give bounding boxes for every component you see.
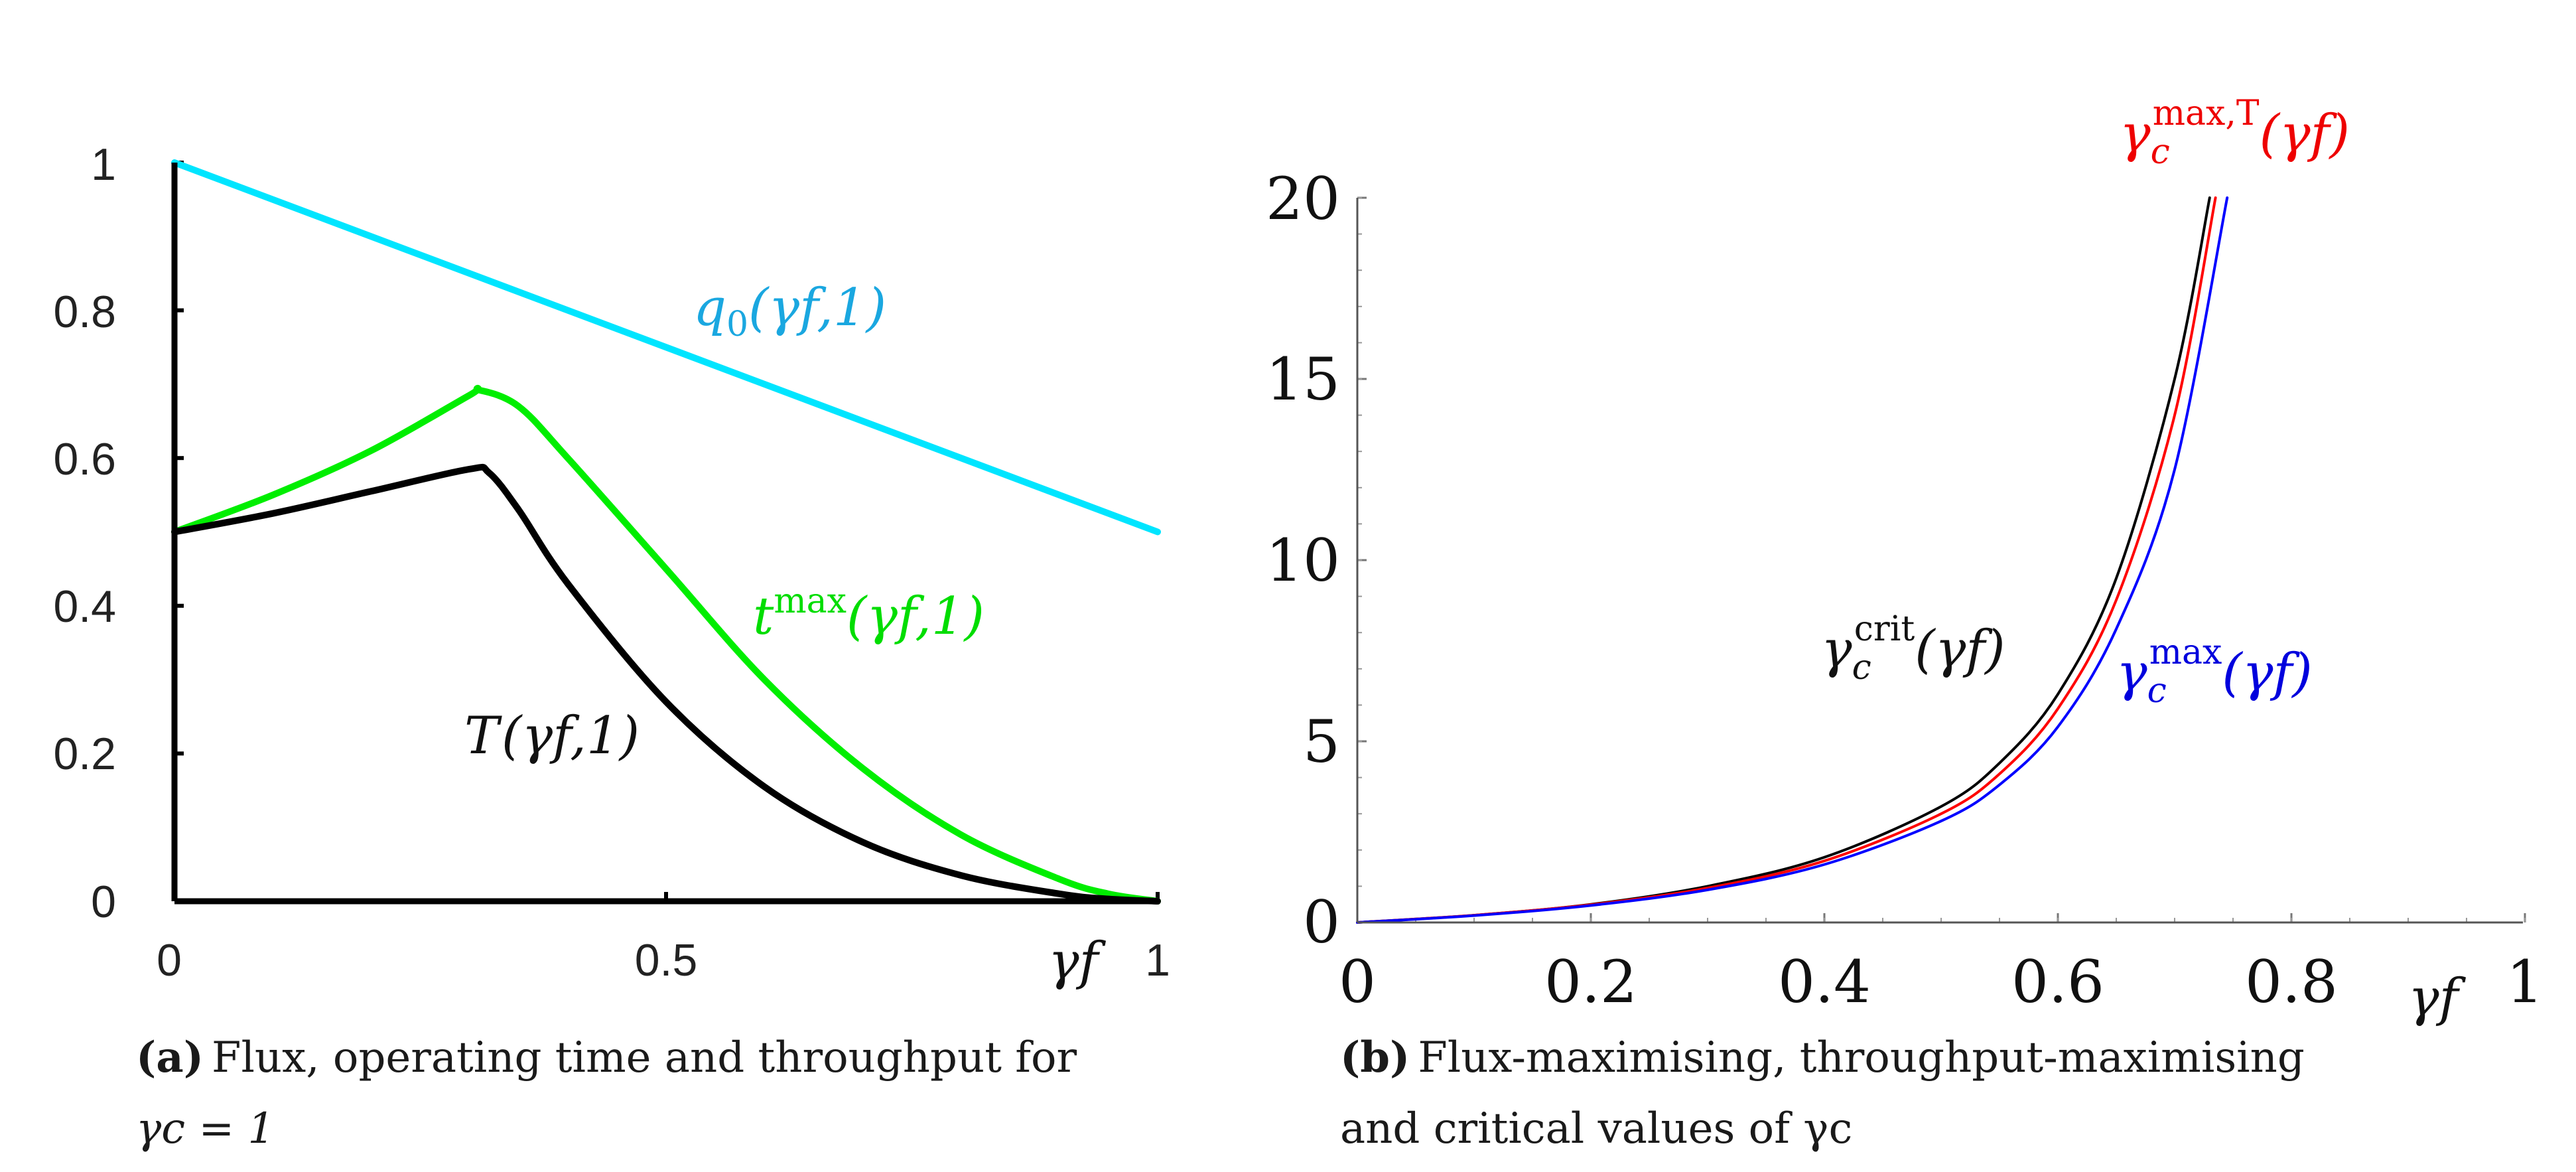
series-line-t-f-1- [171,463,1161,905]
chart-b-ytick-label: 10 [1266,526,1340,595]
caption-a: (a) Flux, operating time and throughput f… [136,1033,1077,1082]
chart-a-ytick-label: 0.8 [53,287,116,337]
chart-a-ticks [172,161,1160,903]
chart-a-ytick-label: 0.4 [53,581,116,632]
chart-b-xtick-label: 1 [2506,948,2543,1016]
chart-b-xtick-label: 0.4 [1778,948,1871,1016]
series-line--c-max-t-f- [1356,196,2217,924]
label-throughput: T(γf,1) [464,706,640,766]
label-q0: q0(γf,1) [693,278,886,344]
chart-b-xtick-label: 0.2 [1544,948,1637,1016]
chart-a-ytick-label: 0 [91,877,116,927]
chart-b-series [1356,196,2229,924]
label-tmax: tmax(γf,1) [753,581,984,646]
chart-b-xtick-label: 0.8 [2245,948,2338,1016]
caption-b: (b) Flux-maximising, throughput-maximisin… [1340,1033,2305,1082]
chart-b-ytick-label: 15 [1266,345,1340,413]
series-line-tmax-f-1- [171,385,1161,905]
caption-b-line2: and critical values of γc [1340,1104,1852,1153]
chart-b-ytick-label: 20 [1266,165,1340,233]
series-line-q0-f-1- [171,159,1161,536]
chart-a-xtick-label: 1 [1145,935,1170,986]
chart-a-series [171,159,1161,905]
chart-b-ytick-label: 5 [1303,707,1340,776]
chart-a-ytick-label: 0.2 [53,729,116,779]
label-gamma-max: γcmax(γf) [2116,632,2313,711]
label-gamma-max-T: γcmax,T(γf) [2120,94,2350,172]
chart-b-xtick-label: 0 [1339,948,1376,1016]
series-line--c-max-f- [1356,196,2229,924]
chart-a: 0 0.2 0.4 0.6 0.8 1 0 0.5 1 γf q0(γf,1) … [53,139,1170,1153]
label-gamma-crit: γccrit(γf) [1821,609,2005,688]
chart-a-x-axis-label: γf [1048,932,1107,991]
chart-a-xtick-label: 0.5 [635,935,698,986]
chart-a-ytick-label: 1 [91,139,116,190]
caption-a-line2: γc = 1 [136,1104,275,1153]
chart-a-ytick-label: 0.6 [53,434,116,484]
chart-b-ytick-label: 0 [1303,888,1340,956]
chart-b: 0 5 10 15 20 0 0.2 0.4 0.6 0.8 1 γf γcma… [1266,94,2543,1153]
series-line--c-crit-f- [1356,196,2211,924]
chart-b-xtick-label: 0.6 [2011,948,2104,1016]
chart-b-x-axis-label: γf [2408,968,2467,1028]
chart-a-xtick-label: 0 [157,935,182,986]
